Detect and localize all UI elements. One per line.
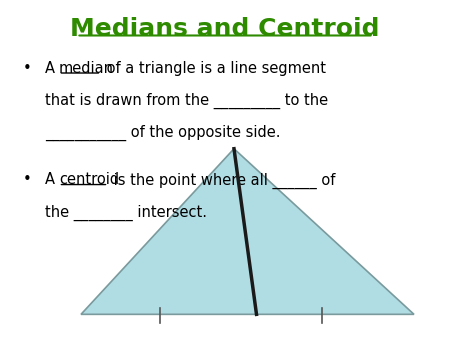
Text: •: • — [22, 61, 31, 76]
Text: A: A — [45, 61, 59, 76]
Text: Medians and Centroid: Medians and Centroid — [70, 17, 380, 41]
Text: ___________ of the opposite side.: ___________ of the opposite side. — [45, 125, 280, 141]
Text: median: median — [59, 61, 114, 76]
Text: of a triangle is a line segment: of a triangle is a line segment — [102, 61, 326, 76]
Text: the ________ intersect.: the ________ intersect. — [45, 204, 207, 221]
Polygon shape — [81, 149, 414, 314]
Text: that is drawn from the _________ to the: that is drawn from the _________ to the — [45, 93, 328, 109]
Text: centroid: centroid — [59, 172, 119, 187]
Text: •: • — [22, 172, 31, 187]
Text: is the point where all ______ of: is the point where all ______ of — [109, 172, 335, 189]
Text: A: A — [45, 172, 59, 187]
